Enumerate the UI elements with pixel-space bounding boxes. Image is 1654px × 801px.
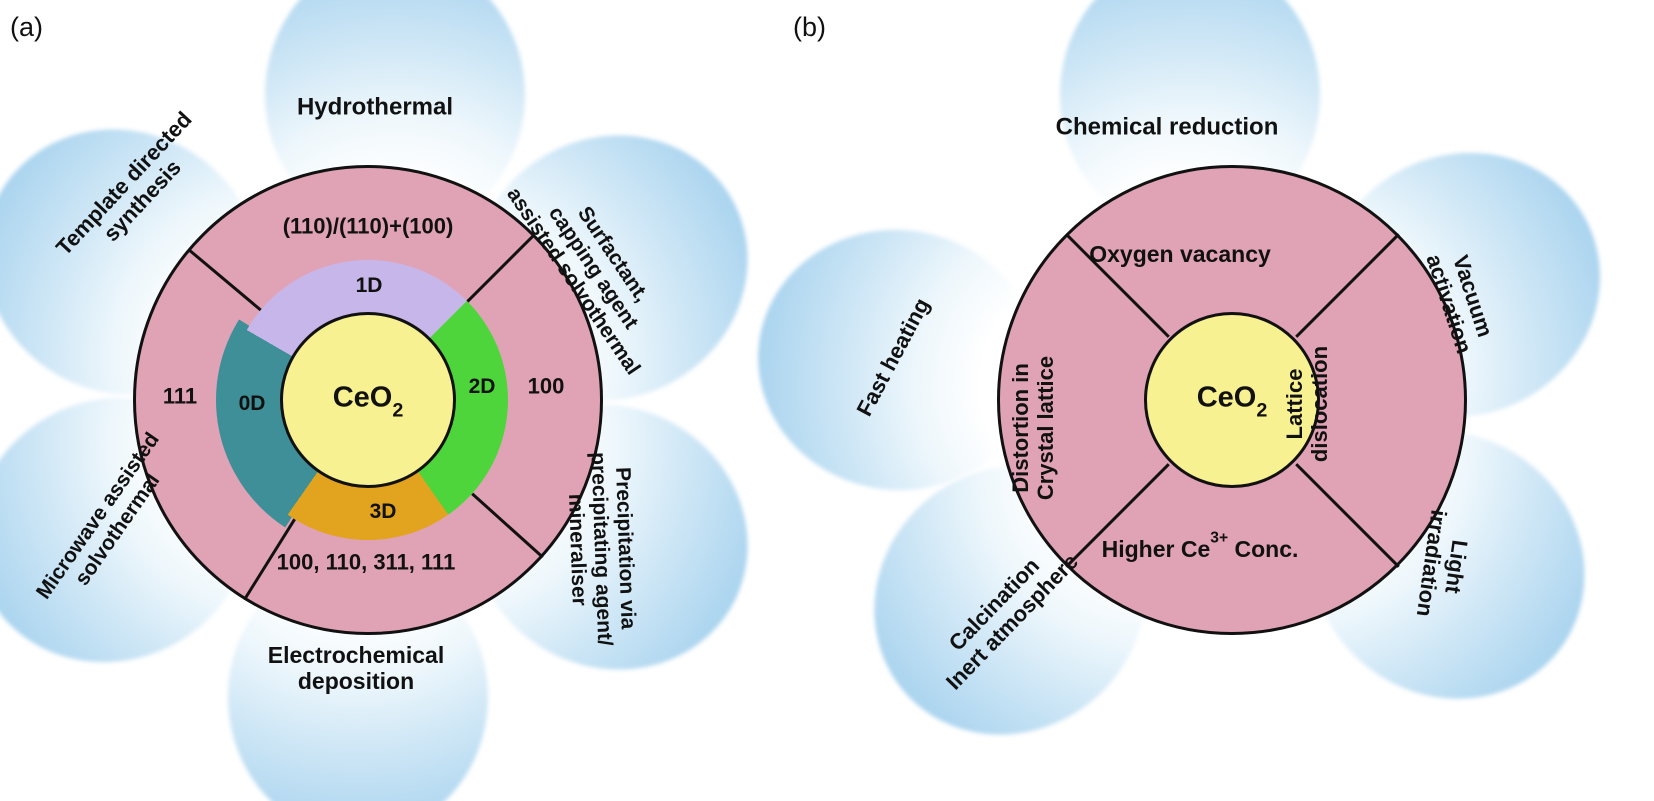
dim-label-3d: 3D	[369, 500, 397, 524]
label-line: Crystal lattice	[1033, 355, 1058, 501]
facet-label-left: 111	[162, 383, 198, 409]
center-formula-a: CeO2	[332, 381, 404, 422]
sector-label-oxygen-vacancy: Oxygen vacancy	[1089, 241, 1271, 267]
formula-subscript: 2	[1256, 399, 1268, 422]
facet-label-bottom: 100, 110, 311, 111	[276, 549, 456, 575]
label-line: Distortion in	[1007, 363, 1033, 493]
label-line: Lattice	[1281, 368, 1307, 440]
formula-text: CeO	[1196, 381, 1257, 414]
panel-b-letter: (b)	[793, 12, 826, 42]
label-line: dislocation	[1307, 345, 1332, 463]
label-line: deposition	[297, 668, 415, 694]
center-circle-b	[1144, 312, 1320, 488]
center-circle-a	[280, 312, 456, 488]
petal-label-precipitation: Precipitation via precipitating agent/ m…	[562, 451, 641, 647]
label-text: Conc.	[1228, 536, 1299, 563]
label-line: Oxygen vacancy	[1089, 240, 1271, 267]
label-line: Hydrothermal	[296, 93, 454, 121]
sector-label-lattice-dislocation: Lattice dislocation	[1282, 346, 1332, 462]
panel-a-letter: (a)	[10, 12, 43, 42]
formula-subscript: 2	[392, 399, 404, 422]
petal-label-chemical-reduction: Chemical reduction	[1056, 113, 1279, 140]
formula-text: CeO	[332, 381, 393, 414]
label-line: Chemical reduction	[1055, 113, 1279, 141]
center-formula-b: CeO2	[1196, 381, 1268, 422]
petal-label-hydrothermal: Hydrothermal	[297, 93, 453, 120]
label-superscript: 3+	[1210, 529, 1229, 547]
label-text: Higher Ce	[1101, 536, 1211, 563]
dim-label-0d: 0D	[238, 392, 266, 416]
dim-label-1d: 1D	[355, 274, 383, 298]
facet-label-top: (110)/(110)+(100)	[282, 213, 454, 239]
petal-label-electrochemical: Electrochemical deposition	[268, 642, 444, 694]
label-line: Electrochemical	[267, 641, 445, 668]
dim-label-2d: 2D	[468, 375, 496, 399]
sector-label-distortion: Distortion in Crystal lattice	[1008, 356, 1058, 500]
sector-label-higher-ce3: Higher Ce3+ Conc.	[1101, 530, 1299, 563]
facet-label-right: 100	[527, 373, 565, 399]
